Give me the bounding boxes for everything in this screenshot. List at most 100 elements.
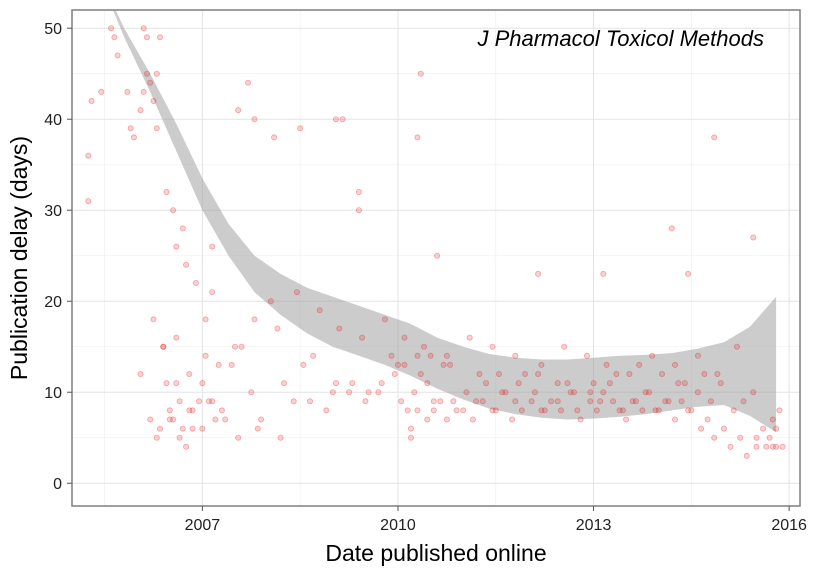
- data-point: [378, 380, 385, 387]
- data-point: [538, 361, 545, 368]
- data-point: [535, 270, 542, 277]
- data-point: [153, 70, 160, 77]
- data-point: [277, 434, 284, 441]
- data-point: [209, 243, 216, 250]
- data-point: [424, 416, 431, 423]
- data-point: [170, 416, 177, 423]
- data-point: [672, 416, 679, 423]
- data-point: [414, 352, 421, 359]
- data-point: [163, 188, 170, 195]
- data-point: [349, 380, 356, 387]
- data-point: [173, 334, 180, 341]
- major-gridlines: [72, 10, 800, 506]
- data-point: [205, 398, 212, 405]
- data-point: [179, 225, 186, 232]
- data-point: [694, 352, 701, 359]
- data-point: [401, 334, 408, 341]
- data-point: [98, 88, 105, 95]
- data-point: [443, 416, 450, 423]
- data-point: [235, 434, 242, 441]
- y-tick-label: 10: [44, 385, 62, 402]
- data-point: [740, 398, 747, 405]
- data-point: [417, 370, 424, 377]
- data-point: [323, 407, 330, 414]
- data-point: [170, 207, 177, 214]
- data-point: [130, 134, 137, 141]
- data-point: [339, 116, 346, 123]
- data-point: [753, 434, 760, 441]
- data-point: [450, 398, 457, 405]
- data-point: [140, 25, 147, 32]
- data-point: [186, 370, 193, 377]
- data-point: [430, 398, 437, 405]
- y-tick-label: 0: [53, 476, 62, 493]
- data-point: [375, 389, 382, 396]
- data-point: [619, 407, 626, 414]
- data-point: [760, 425, 767, 432]
- data-point: [447, 361, 454, 368]
- data-point: [153, 434, 160, 441]
- data-point: [649, 352, 656, 359]
- data-point: [176, 434, 183, 441]
- data-point: [636, 361, 643, 368]
- data-point: [355, 188, 362, 195]
- y-axis-title: Publication delay (days): [6, 136, 32, 380]
- data-point: [623, 416, 630, 423]
- data-point: [355, 207, 362, 214]
- data-point: [616, 407, 623, 414]
- data-point: [678, 398, 685, 405]
- data-point: [489, 407, 496, 414]
- data-point: [495, 370, 502, 377]
- data-point: [202, 316, 209, 323]
- data-point: [160, 343, 167, 350]
- data-point: [443, 352, 450, 359]
- data-point: [143, 34, 150, 41]
- data-point: [613, 370, 620, 377]
- data-point: [85, 198, 92, 205]
- data-point: [398, 398, 405, 405]
- data-point: [639, 407, 646, 414]
- data-point: [499, 389, 506, 396]
- data-point: [199, 380, 206, 387]
- data-point: [108, 25, 115, 32]
- data-point: [681, 380, 688, 387]
- data-point: [179, 425, 186, 432]
- data-point: [137, 370, 144, 377]
- data-point: [427, 352, 434, 359]
- smooth-confidence-band: [113, 10, 777, 433]
- data-point: [574, 407, 581, 414]
- data-point: [659, 370, 666, 377]
- data-point: [626, 370, 633, 377]
- data-point: [476, 370, 483, 377]
- y-tick-label: 40: [44, 112, 62, 129]
- data-point: [750, 234, 757, 241]
- data-point: [502, 389, 509, 396]
- data-point: [704, 416, 711, 423]
- data-point: [248, 389, 255, 396]
- data-point: [153, 125, 160, 132]
- data-point: [381, 316, 388, 323]
- data-point: [209, 289, 216, 296]
- y-tick-label: 50: [44, 21, 62, 38]
- data-point: [209, 398, 216, 405]
- data-point: [300, 361, 307, 368]
- data-point: [394, 361, 401, 368]
- data-point: [183, 261, 190, 268]
- data-point: [254, 425, 261, 432]
- data-point: [163, 380, 170, 387]
- plot-border: [71, 9, 801, 507]
- journal-annotation: J Pharmacol Toxicol Methods: [476, 26, 764, 51]
- data-point: [668, 225, 675, 232]
- data-point: [531, 389, 538, 396]
- data-point: [140, 88, 147, 95]
- data-point: [632, 398, 639, 405]
- data-point: [124, 88, 131, 95]
- data-point: [701, 370, 708, 377]
- data-point: [593, 407, 600, 414]
- data-point: [267, 298, 274, 305]
- data-point: [665, 398, 672, 405]
- data-point: [629, 398, 636, 405]
- data-point: [359, 334, 366, 341]
- data-point: [675, 380, 682, 387]
